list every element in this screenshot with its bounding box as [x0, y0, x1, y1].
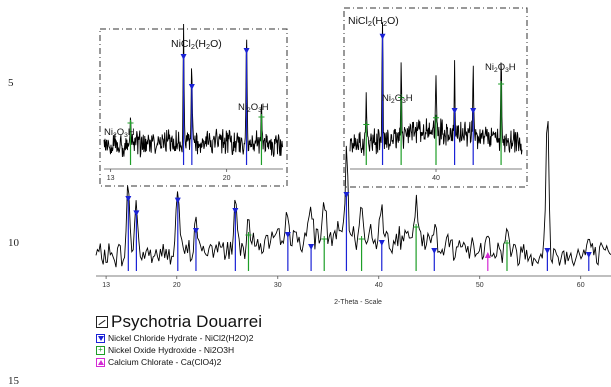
triangle-down-marker: [470, 108, 477, 114]
x-tick-label: 20: [173, 282, 181, 289]
inset-label-ni2o3h-far: Ni2O3H: [485, 62, 516, 74]
plus-marker: [503, 240, 510, 246]
x-tick-label: 30: [274, 282, 282, 289]
x-tick-label: 13: [102, 282, 110, 289]
triangle-down-marker: [308, 244, 315, 250]
inset-box-right: [343, 7, 528, 188]
x-tick-label: 20: [223, 175, 231, 182]
triangle-down-marker: [585, 252, 592, 258]
plus-marker: [433, 114, 439, 121]
triangle-down-marker: [343, 192, 350, 198]
inset-label-ni2o3h-left: Ni2O3H: [104, 127, 135, 139]
plus-marker: [321, 236, 328, 242]
x-axis-label: 2-Theta - Scale: [334, 299, 382, 305]
triangle-down-marker: [431, 248, 438, 254]
triangle-down-marker: [379, 33, 386, 40]
legend-item-label: Calcium Chlorate - Ca(ClO4)2: [108, 357, 222, 367]
legend-item-label: Nickel Oxide Hydroxide - Ni2O3H: [108, 345, 235, 355]
triangle-down-marker: [125, 196, 132, 202]
triangle-down-marker: [180, 54, 187, 60]
triangle-down-marker: [284, 232, 291, 238]
triangle-down-marker-icon: [96, 333, 105, 343]
triangle-down-marker: [243, 48, 250, 54]
triangle-down-marker: [232, 208, 239, 214]
plus-marker: [245, 232, 252, 238]
main-pattern: [95, 121, 611, 268]
xrd-chart: 13 20 30 40 50 60 2-Theta - Scale 13 20 Ni2O3H NiC…: [95, 7, 611, 305]
legend-title-text: Psychotria Douarrei: [111, 312, 263, 331]
inset-label-ni2o3h-mid: Ni2O3H: [382, 93, 413, 105]
inset-pattern-right: [349, 22, 523, 156]
legend: Psychotria Douarrei Nickel Chloride Hydr…: [96, 312, 262, 368]
x-tick-label: 60: [577, 282, 585, 289]
chart-icon: [96, 316, 108, 328]
plus-marker: [413, 224, 420, 230]
triangle-down-marker: [544, 248, 551, 254]
plus-marker: [498, 81, 505, 87]
plus-marker-icon: +: [96, 345, 105, 355]
triangle-down-marker: [188, 84, 195, 90]
line-number-10: 10: [8, 237, 19, 249]
inset-label-ni2o3h-right: Ni2O3H: [238, 102, 269, 114]
x-tick-label: 40: [432, 175, 440, 182]
plus-marker: [127, 120, 134, 126]
triangle-down-marker: [378, 240, 385, 246]
triangle-down-marker: [451, 108, 458, 114]
legend-item-nickel-chloride: Nickel Chloride Hydrate - NiCl2(H2O)2: [96, 332, 262, 344]
legend-title: Psychotria Douarrei: [96, 312, 262, 332]
triangle-up-marker: [484, 252, 491, 258]
legend-item-calcium-chlorate: Calcium Chlorate - Ca(ClO4)2: [96, 356, 262, 368]
plus-marker: [398, 94, 405, 101]
plus-marker: [363, 121, 370, 128]
triangle-down-marker: [192, 228, 199, 234]
line-number-15: 15: [8, 375, 19, 387]
plus-marker: [258, 114, 265, 120]
inset-label-nicl2-top: NiCl2(H2O): [348, 15, 399, 28]
x-tick-label: 50: [476, 282, 484, 289]
inset-label-nicl2-left: NiCl2(H2O): [171, 38, 222, 51]
line-number-5: 5: [8, 77, 14, 89]
legend-item-label: Nickel Chloride Hydrate - NiCl2(H2O)2: [108, 333, 254, 343]
inset-pattern-left: [103, 23, 284, 158]
x-tick-label: 13: [107, 175, 115, 182]
triangle-down-marker: [174, 197, 181, 204]
triangle-up-marker-icon: [96, 357, 105, 367]
plus-marker: [358, 236, 365, 242]
x-tick-label: 40: [375, 282, 383, 289]
inset-box-left: [99, 28, 288, 187]
triangle-down-marker: [133, 210, 140, 217]
legend-item-nickel-oxide: + Nickel Oxide Hydroxide - Ni2O3H: [96, 344, 262, 356]
